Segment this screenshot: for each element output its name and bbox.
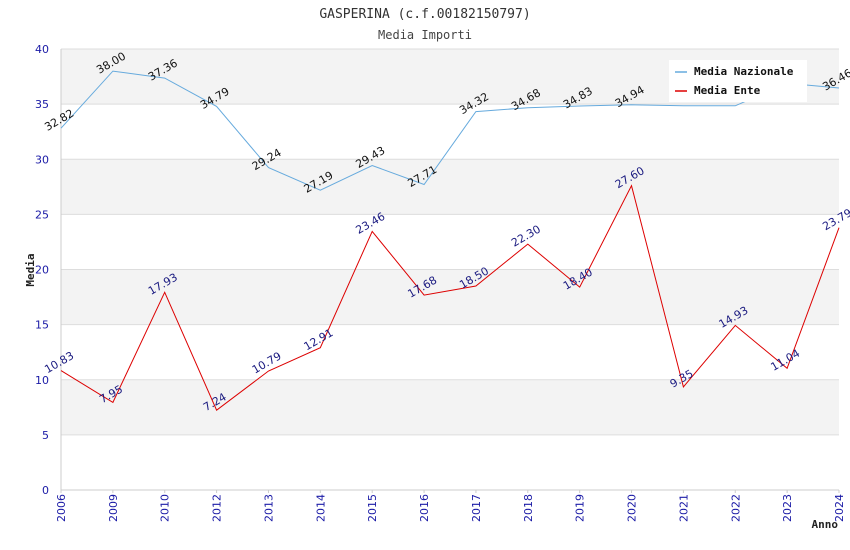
y-tick-40: 40	[35, 43, 49, 56]
band-3	[61, 269, 839, 325]
chart-subtitle: Media Importi	[378, 28, 472, 42]
band-2	[61, 324, 839, 380]
x-tick-2023: 2023	[781, 494, 794, 522]
y-tick-labels: 0 5 10 15 20 25 30 35 40	[35, 43, 49, 497]
series-lines	[60, 70, 840, 411]
plot-background-bands	[61, 49, 839, 490]
band-4	[61, 214, 839, 270]
x-tick-2019: 2019	[574, 494, 587, 522]
band-6	[61, 104, 839, 160]
x-tick-labels: 2006 2009 2010 2012 2013 2014 2015 2016 2017 2018…	[55, 494, 846, 522]
legend: Media Nazionale Media Ente	[669, 60, 807, 102]
axes	[60, 49, 840, 493]
x-tick-2017: 2017	[470, 494, 483, 522]
x-tick-2021: 2021	[677, 494, 690, 522]
x-tick-2013: 2013	[262, 494, 275, 522]
legend-box	[669, 60, 807, 102]
series-line-ente	[60, 184, 840, 411]
y-tick-35: 35	[35, 98, 49, 111]
x-tick-2014: 2014	[314, 494, 327, 522]
y-tick-5: 5	[42, 429, 49, 442]
x-tick-2020: 2020	[626, 494, 639, 522]
y-tick-30: 30	[35, 153, 49, 166]
y-axis-title: Media	[24, 253, 37, 286]
x-tick-2010: 2010	[159, 494, 172, 522]
x-tick-2018: 2018	[522, 494, 535, 522]
y-tick-10: 10	[35, 374, 49, 387]
y-tick-15: 15	[35, 319, 49, 332]
band-1	[61, 379, 839, 435]
x-tick-2022: 2022	[729, 494, 742, 522]
y-tick-25: 25	[35, 208, 49, 221]
legend-label-ente: Media Ente	[694, 84, 761, 97]
x-tick-2015: 2015	[366, 494, 379, 522]
band-5	[61, 159, 839, 215]
chart-title: GASPERINA (c.f.00182150797)	[319, 7, 530, 22]
y-tick-0: 0	[42, 484, 49, 497]
x-tick-2024: 2024	[833, 494, 846, 522]
series-line-nazionale	[60, 70, 840, 191]
x-axis-title: Anno	[812, 518, 839, 531]
legend-label-nazionale: Media Nazionale	[694, 65, 794, 78]
x-tick-2012: 2012	[211, 494, 224, 522]
x-tick-2016: 2016	[418, 494, 431, 522]
band-0	[61, 434, 839, 490]
x-tick-2006: 2006	[55, 494, 68, 522]
x-tick-2009: 2009	[107, 494, 120, 522]
y-tick-20: 20	[35, 264, 49, 277]
